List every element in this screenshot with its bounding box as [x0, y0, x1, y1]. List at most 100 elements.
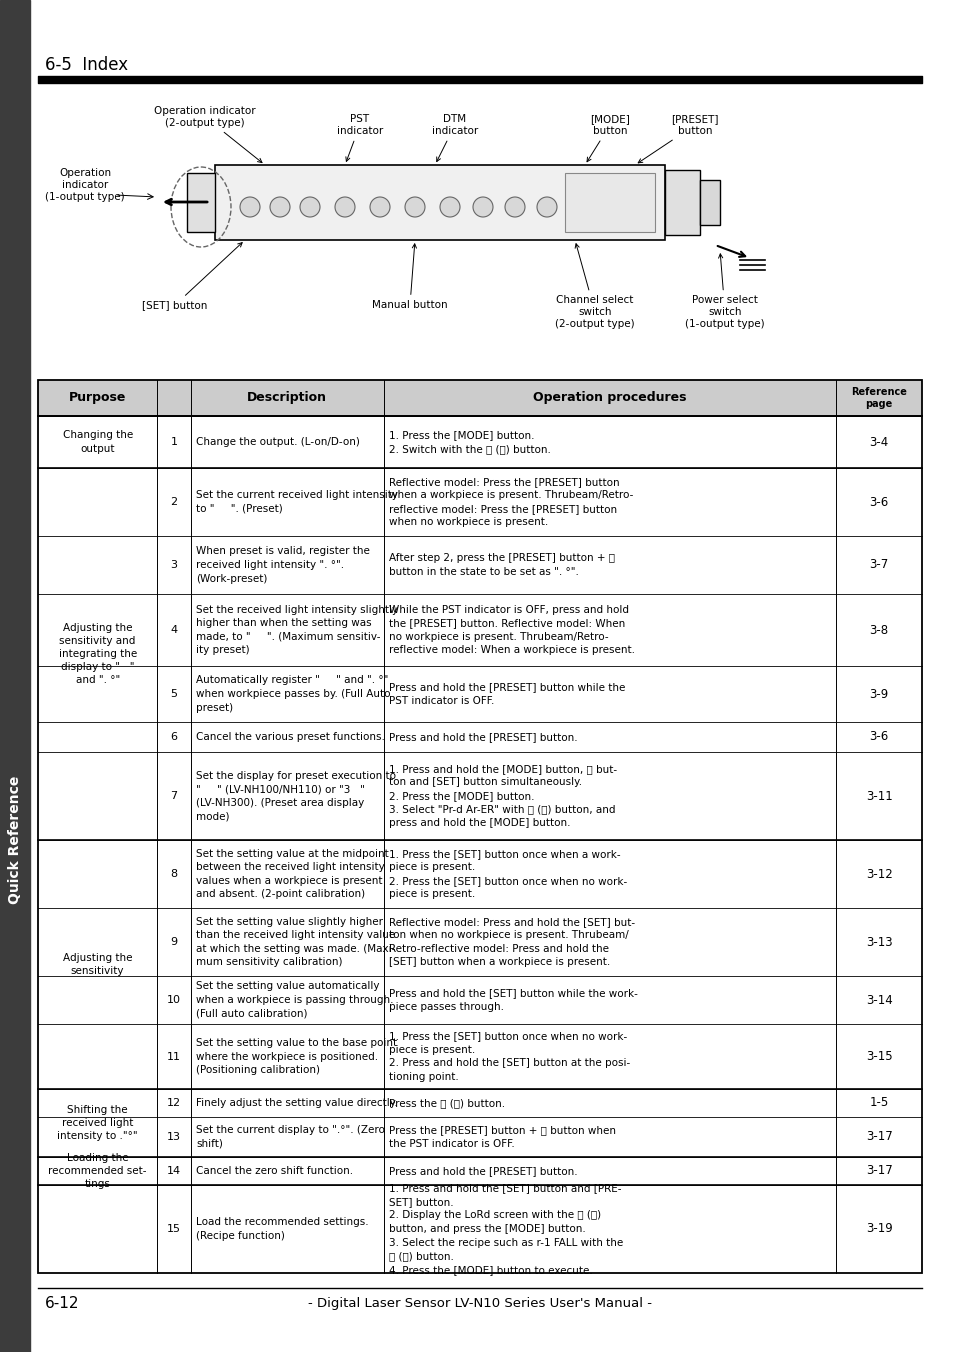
Text: Press and hold the [PRESET] button.: Press and hold the [PRESET] button. [388, 1165, 577, 1176]
Text: Adjusting the
sensitivity and
integrating the
display to "   "
and ". °": Adjusting the sensitivity and integratin… [58, 623, 136, 685]
Circle shape [270, 197, 290, 218]
Text: 1. Press and hold the [MODE] button, ⓚ but-
ton and [SET] button simultaneously.: 1. Press and hold the [MODE] button, ⓚ b… [388, 764, 617, 829]
Text: 3-14: 3-14 [864, 994, 892, 1006]
Text: Change the output. (L-on/D-on): Change the output. (L-on/D-on) [195, 437, 359, 448]
Bar [38, 416, 921, 468]
Text: 8: 8 [171, 869, 177, 879]
Text: 3: 3 [171, 560, 177, 571]
Text: 3-8: 3-8 [868, 623, 888, 637]
Text: 1: 1 [171, 437, 177, 448]
Text: Reflective model: Press and hold the [SET] but-
ton when no workpiece is present: Reflective model: Press and hold the [SE… [388, 917, 634, 968]
Text: Press and hold the [SET] button while the work-
piece passes through.: Press and hold the [SET] button while th… [388, 988, 637, 1011]
Bar [38, 1088, 921, 1117]
Text: 6-12: 6-12 [45, 1297, 79, 1311]
Text: 6: 6 [171, 731, 177, 742]
Text: 1. Press the [MODE] button.
2. Switch with the ⓑ (ⓚ) button.: 1. Press the [MODE] button. 2. Switch wi… [388, 430, 550, 454]
Text: Reference
page: Reference page [850, 387, 906, 408]
Bar [38, 594, 921, 667]
Text: Set the current display to ".°". (Zero
shift): Set the current display to ".°". (Zero s… [195, 1125, 384, 1149]
Circle shape [504, 197, 524, 218]
Text: Channel select
switch
(2-output type): Channel select switch (2-output type) [555, 243, 634, 329]
Text: 7: 7 [171, 791, 177, 800]
Bar [38, 1117, 921, 1157]
Bar [38, 380, 921, 416]
Text: Finely adjust the setting value directly.: Finely adjust the setting value directly… [195, 1098, 397, 1109]
Circle shape [537, 197, 557, 218]
Text: 2: 2 [171, 498, 177, 507]
Text: Set the setting value at the midpoint
between the received light intensity
value: Set the setting value at the midpoint be… [195, 849, 388, 899]
Text: 3-4: 3-4 [868, 435, 888, 449]
Text: Cancel the zero shift function.: Cancel the zero shift function. [195, 1165, 353, 1176]
Text: Changing the
output: Changing the output [63, 430, 132, 454]
Text: Press and hold the [PRESET] button.: Press and hold the [PRESET] button. [388, 731, 577, 742]
Text: [MODE]
button: [MODE] button [586, 114, 629, 162]
Text: 1. Press the [SET] button once when a work-
piece is present.
2. Press the [SET]: 1. Press the [SET] button once when a wo… [388, 849, 626, 899]
Text: 3-6: 3-6 [868, 730, 888, 744]
Circle shape [370, 197, 390, 218]
Text: - Digital Laser Sensor LV-N10 Series User's Manual -: - Digital Laser Sensor LV-N10 Series Use… [308, 1298, 651, 1310]
Circle shape [405, 197, 424, 218]
Text: When preset is valid, register the
received light intensity ". °".
(Work-preset): When preset is valid, register the recei… [195, 546, 370, 584]
Text: 6-5  Index: 6-5 Index [45, 55, 128, 74]
Bar [214, 165, 664, 241]
Text: 3-11: 3-11 [864, 790, 892, 803]
Bar [38, 752, 921, 840]
Text: Set the display for preset execution to
"     " (LV-NH100/NH110) or "3   "
(LV-N: Set the display for preset execution to … [195, 771, 395, 822]
Bar [187, 173, 214, 233]
Text: Set the current received light intensity
to "     ". (Preset): Set the current received light intensity… [195, 491, 397, 514]
Text: 3-12: 3-12 [864, 868, 892, 880]
Bar [38, 1184, 921, 1274]
Circle shape [240, 197, 260, 218]
Text: Description: Description [247, 392, 327, 404]
Text: 4: 4 [171, 625, 177, 635]
Text: [SET] button: [SET] button [142, 242, 242, 310]
Text: Purpose: Purpose [69, 392, 126, 404]
Text: Power select
switch
(1-output type): Power select switch (1-output type) [684, 254, 764, 329]
Text: PST
indicator: PST indicator [336, 114, 383, 161]
Bar [38, 667, 921, 722]
Text: Press the ⓑ (ⓚ) button.: Press the ⓑ (ⓚ) button. [388, 1098, 504, 1109]
Text: [PRESET]
button: [PRESET] button [638, 114, 718, 162]
Text: 15: 15 [167, 1224, 181, 1234]
Bar [38, 722, 921, 752]
Text: Quick Reference: Quick Reference [8, 776, 22, 904]
Bar [700, 180, 720, 224]
Text: 3-13: 3-13 [865, 936, 891, 949]
Text: 14: 14 [167, 1165, 181, 1176]
Text: DTM
indicator: DTM indicator [432, 114, 477, 161]
Text: Set the setting value automatically
when a workpiece is passing through.
(Full a: Set the setting value automatically when… [195, 982, 393, 1018]
Text: 1. Press and hold the [SET] button and [PRE-
SET] button.
2. Display the LoRd sc: 1. Press and hold the [SET] button and [… [388, 1183, 622, 1275]
Bar [0, 0, 30, 1352]
Text: Press the [PRESET] button + ⓑ button when
the PST indicator is OFF.: Press the [PRESET] button + ⓑ button whe… [388, 1125, 615, 1149]
Text: Operation indicator
(2-output type): Operation indicator (2-output type) [154, 107, 262, 162]
Bar [38, 1023, 921, 1088]
Text: Set the setting value slightly higher
than the received light intensity value
at: Set the setting value slightly higher th… [195, 917, 395, 968]
Text: 1. Press the [SET] button once when no work-
piece is present.
2. Press and hold: 1. Press the [SET] button once when no w… [388, 1032, 629, 1082]
Bar [38, 976, 921, 1023]
Text: Adjusting the
sensitivity: Adjusting the sensitivity [63, 953, 132, 976]
Text: 5: 5 [171, 690, 177, 699]
Text: While the PST indicator is OFF, press and hold
the [PRESET] button. Reflective m: While the PST indicator is OFF, press an… [388, 604, 634, 656]
Text: Set the received light intensity slightly
higher than when the setting was
made,: Set the received light intensity slightl… [195, 604, 397, 656]
Text: 3-9: 3-9 [868, 688, 888, 700]
Text: 1-5: 1-5 [868, 1096, 888, 1110]
Text: After step 2, press the [PRESET] button + ⓑ
button in the state to be set as ". : After step 2, press the [PRESET] button … [388, 553, 614, 577]
Bar [38, 380, 921, 1274]
Bar [38, 909, 921, 976]
Text: Manual button: Manual button [372, 243, 447, 310]
Text: Operation
indicator
(1-output type): Operation indicator (1-output type) [45, 169, 125, 201]
Text: Shifting the
received light
intensity to ."°": Shifting the received light intensity to… [57, 1105, 138, 1141]
Circle shape [473, 197, 493, 218]
Text: 3-15: 3-15 [865, 1051, 891, 1063]
Bar [38, 840, 921, 909]
Circle shape [299, 197, 319, 218]
Bar [38, 535, 921, 594]
Circle shape [439, 197, 459, 218]
Text: 3-17: 3-17 [864, 1130, 892, 1144]
Text: Set the setting value to the base point
where the workpiece is positioned.
(Posi: Set the setting value to the base point … [195, 1038, 396, 1075]
Bar [664, 170, 700, 235]
Text: Press and hold the [PRESET] button while the
PST indicator is OFF.: Press and hold the [PRESET] button while… [388, 683, 624, 706]
Text: Reflective model: Press the [PRESET] button
when a workpiece is present. Thrubea: Reflective model: Press the [PRESET] but… [388, 477, 633, 527]
Text: Loading the
recommended set-
tings: Loading the recommended set- tings [49, 1153, 147, 1190]
Text: 13: 13 [167, 1132, 181, 1142]
